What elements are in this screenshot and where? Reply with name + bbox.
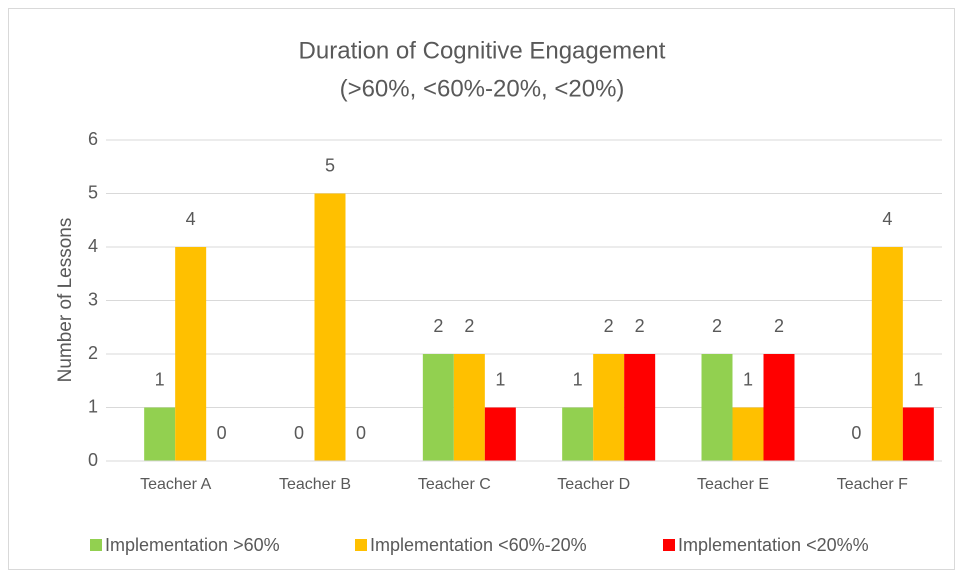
y-tick-label: 3 — [88, 289, 98, 309]
data-label: 1 — [913, 369, 923, 389]
data-label: 4 — [882, 209, 892, 229]
bar — [624, 354, 656, 461]
legend-swatch — [355, 539, 367, 551]
x-tick-label: Teacher A — [140, 476, 211, 493]
legend-label: Implementation >60% — [105, 535, 280, 555]
bar — [144, 407, 176, 461]
y-tick-label: 0 — [88, 450, 98, 470]
data-label: 0 — [356, 423, 366, 443]
bar — [314, 193, 346, 461]
bar — [732, 407, 764, 461]
data-label: 1 — [743, 369, 753, 389]
legend-swatch — [90, 539, 102, 551]
data-label: 2 — [433, 316, 443, 336]
x-tick-label: Teacher D — [557, 476, 630, 493]
y-tick-label: 1 — [88, 396, 98, 416]
bar — [871, 247, 903, 461]
data-label: 2 — [774, 316, 784, 336]
bar — [422, 354, 454, 461]
data-label: 5 — [325, 155, 335, 175]
x-tick-label: Teacher F — [837, 476, 908, 493]
data-label: 1 — [573, 369, 583, 389]
data-label: 2 — [712, 316, 722, 336]
chart-border — [8, 8, 955, 570]
y-tick-label: 4 — [88, 236, 98, 256]
data-label: 2 — [604, 316, 614, 336]
x-tick-label: Teacher C — [418, 476, 491, 493]
y-tick-label: 6 — [88, 129, 98, 149]
y-tick-label: 5 — [88, 182, 98, 202]
bar — [763, 354, 795, 461]
data-label: 0 — [217, 423, 227, 443]
y-tick-label: 2 — [88, 343, 98, 363]
data-label: 0 — [851, 423, 861, 443]
legend-label: Implementation <60%-20% — [370, 535, 587, 555]
legend-swatch — [663, 539, 675, 551]
x-tick-label: Teacher B — [279, 476, 351, 493]
bar — [484, 407, 516, 461]
bar — [453, 354, 485, 461]
legend-label: Implementation <20%% — [678, 535, 869, 555]
bar — [175, 247, 207, 461]
x-tick-label: Teacher E — [697, 476, 769, 493]
bar — [593, 354, 625, 461]
data-label: 1 — [495, 369, 505, 389]
chart-subtitle: (>60%, <60%-20%, <20%) — [340, 75, 625, 102]
data-label: 0 — [294, 423, 304, 443]
bar — [902, 407, 934, 461]
y-axis-label: Number of Lessons — [55, 218, 76, 383]
data-label: 1 — [155, 369, 165, 389]
chart-title: Duration of Cognitive Engagement — [299, 37, 666, 64]
bar — [562, 407, 594, 461]
bar — [701, 354, 733, 461]
data-label: 2 — [464, 316, 474, 336]
data-label: 4 — [186, 209, 196, 229]
data-label: 2 — [635, 316, 645, 336]
